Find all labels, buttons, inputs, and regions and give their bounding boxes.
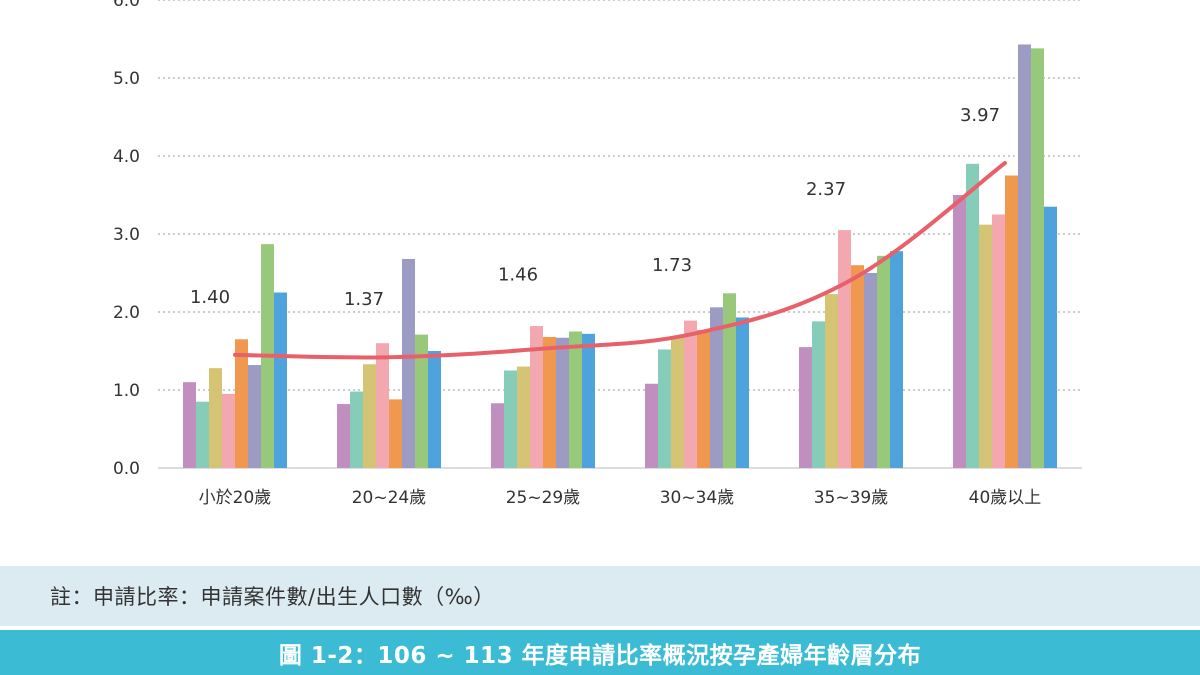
y-tick-label: 4.0 [113, 147, 140, 167]
x-category-label: 20~24歲 [352, 488, 427, 508]
bar [389, 399, 402, 468]
bar [235, 339, 248, 468]
bar [183, 382, 196, 468]
x-category-label: 小於20歲 [199, 488, 272, 508]
line-value-label: 1.40 [190, 287, 230, 308]
bar [1005, 175, 1018, 468]
bar [556, 337, 569, 468]
line-value-label: 1.37 [344, 289, 384, 310]
bar [428, 351, 441, 468]
bar [248, 365, 261, 468]
line-value-label: 1.73 [652, 255, 692, 276]
y-tick-label: 1.0 [113, 381, 140, 401]
bar [1044, 206, 1057, 468]
bar [645, 383, 658, 468]
bar [966, 163, 979, 469]
bar [274, 292, 287, 468]
bar [864, 273, 877, 468]
y-tick-label: 5.0 [113, 69, 140, 89]
bar [402, 258, 415, 468]
bar [504, 370, 517, 468]
bar [658, 349, 671, 468]
bar [415, 334, 428, 468]
bar [799, 347, 812, 468]
bar [582, 333, 595, 468]
bar [953, 195, 966, 468]
line-value-label: 1.46 [498, 265, 538, 286]
bar [812, 321, 825, 468]
bar [376, 343, 389, 468]
average-line [233, 161, 1007, 360]
bar [209, 368, 222, 468]
bar [222, 393, 235, 468]
chart-note: 註：申請比率：申請案件數/出生人口數（‰） [50, 585, 495, 609]
bar [710, 307, 723, 468]
x-category-label: 40歲以上 [969, 488, 1042, 508]
bar [723, 293, 736, 468]
bar [890, 251, 903, 468]
bar [530, 326, 543, 468]
bar [671, 336, 684, 468]
caption-band: 圖 1-2：106 ~ 113 年度申請比率概況按孕產婦年齡層分布 [0, 630, 1200, 675]
bar [851, 265, 864, 468]
line-value-label: 3.97 [960, 105, 1000, 126]
y-tick-label: 2.0 [113, 303, 140, 323]
x-category-label: 35~39歲 [814, 488, 889, 508]
bar [337, 404, 350, 468]
bar [979, 224, 992, 468]
bar [517, 366, 530, 468]
bar [1031, 48, 1044, 469]
bar [491, 403, 504, 468]
bar [363, 364, 376, 468]
x-category-label: 30~34歲 [660, 488, 735, 508]
note-band: 註：申請比率：申請案件數/出生人口數（‰） [0, 566, 1200, 626]
bar [569, 331, 582, 468]
bar [697, 329, 710, 468]
bar [1018, 44, 1031, 469]
bar [736, 317, 749, 468]
bar [543, 336, 556, 468]
bar [992, 214, 1005, 468]
bar [196, 401, 209, 468]
chart-area: 0.0 1.0 2.0 3.0 4.0 5.0 6.0 小於20歲 20~24歲 25~29歲 30… [113, 0, 1082, 508]
bar [350, 391, 363, 468]
line-value-label: 2.37 [806, 179, 846, 200]
bar [684, 320, 697, 468]
bar [877, 255, 890, 468]
x-category-label: 25~29歲 [506, 488, 581, 508]
bar [838, 230, 851, 468]
figure-caption: 圖 1-2：106 ~ 113 年度申請比率概況按孕產婦年齡層分布 [278, 642, 922, 669]
y-tick-label: 6.0 [113, 0, 140, 11]
y-tick-label: 0.0 [113, 459, 140, 479]
y-tick-label: 3.0 [113, 225, 140, 245]
bar [825, 294, 838, 468]
bar-line-chart: 0.0 1.0 2.0 3.0 4.0 5.0 6.0 小於20歲 20~24歲 25~29歲 30… [113, 0, 1082, 508]
